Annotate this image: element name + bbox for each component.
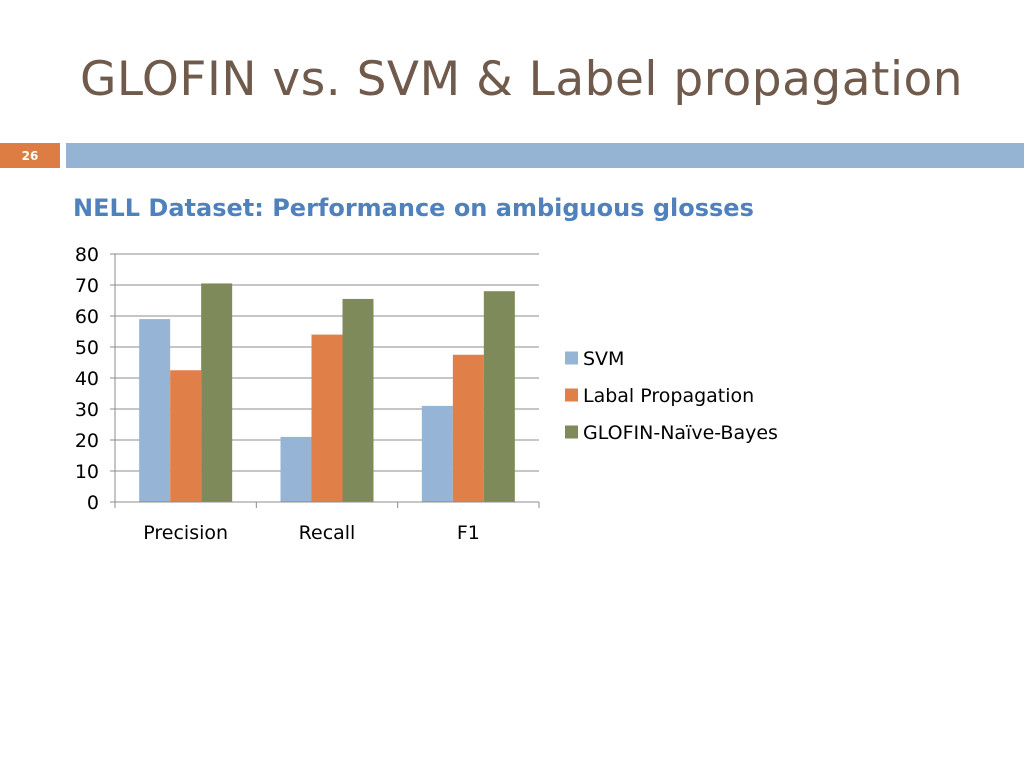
slide-title: GLOFIN vs. SVM & Label propagation (80, 52, 964, 107)
bar (201, 283, 233, 502)
header-divider-bar (66, 143, 1024, 168)
x-category-label: Recall (299, 522, 356, 544)
legend-swatch (565, 425, 578, 439)
legend-label: GLOFIN-Naïve-Bayes (583, 422, 778, 444)
x-category-label: F1 (457, 522, 480, 544)
legend-swatch (565, 351, 578, 365)
bar (311, 334, 343, 502)
x-category-label: Precision (143, 522, 228, 544)
y-tick-label: 10 (75, 461, 99, 483)
y-tick-label: 80 (75, 244, 99, 266)
bar (421, 405, 453, 502)
y-tick-label: 20 (75, 430, 99, 452)
y-tick-label: 40 (75, 368, 99, 390)
legend-label: SVM (583, 348, 624, 370)
chart-title: NELL Dataset: Performance on ambiguous g… (73, 194, 754, 222)
bar (483, 291, 515, 502)
legend-label: Labal Propagation (583, 385, 754, 407)
slide-number-badge: 26 (0, 143, 60, 168)
bar (139, 319, 171, 502)
legend-swatch (565, 388, 578, 402)
bar (170, 370, 202, 502)
y-tick-label: 0 (87, 492, 99, 514)
bar (280, 436, 312, 502)
y-tick-label: 30 (75, 399, 99, 421)
y-tick-label: 50 (75, 337, 99, 359)
slide-number: 26 (21, 148, 39, 163)
y-tick-label: 70 (75, 275, 99, 297)
bars (139, 283, 515, 502)
bar (452, 354, 484, 502)
legend: SVM Labal Propagation GLOFIN-Naïve-Bayes (565, 348, 778, 444)
bar (342, 298, 374, 502)
y-tick-label: 60 (75, 306, 99, 328)
axes: 0 10 20 30 40 50 60 70 80 Precision Recall F1 (75, 244, 540, 544)
